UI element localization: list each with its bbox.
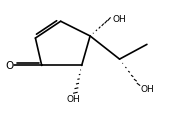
Text: OH: OH: [66, 94, 80, 103]
Text: OH: OH: [141, 85, 154, 93]
Text: O: O: [5, 61, 13, 71]
Text: OH: OH: [112, 14, 126, 23]
